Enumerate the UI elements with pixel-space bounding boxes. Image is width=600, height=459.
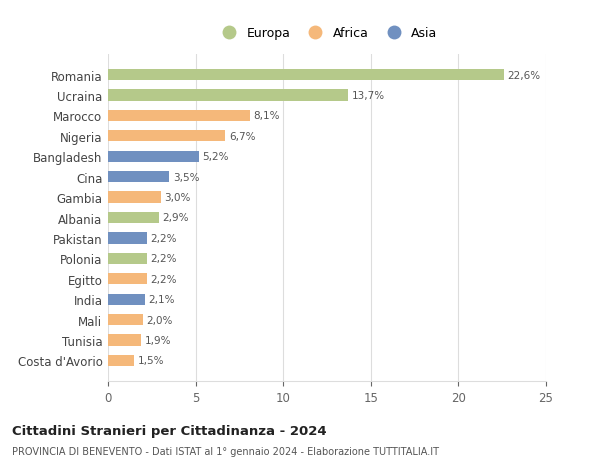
Bar <box>108 192 161 203</box>
Bar <box>108 111 250 122</box>
Bar <box>108 70 504 81</box>
Text: 3,5%: 3,5% <box>173 172 199 182</box>
Bar <box>108 294 145 305</box>
Bar <box>108 314 143 325</box>
Bar <box>108 274 146 285</box>
Bar <box>108 335 141 346</box>
Text: 2,9%: 2,9% <box>163 213 189 223</box>
Text: 2,0%: 2,0% <box>146 315 173 325</box>
Bar <box>108 151 199 162</box>
Text: 1,5%: 1,5% <box>138 356 164 365</box>
Text: 2,2%: 2,2% <box>150 254 176 264</box>
Bar <box>108 131 226 142</box>
Bar <box>108 355 134 366</box>
Bar <box>108 172 169 183</box>
Text: 2,2%: 2,2% <box>150 233 176 243</box>
Text: 1,9%: 1,9% <box>145 335 171 345</box>
Text: 8,1%: 8,1% <box>253 111 280 121</box>
Text: 3,0%: 3,0% <box>164 193 190 203</box>
Bar <box>108 253 146 264</box>
Text: 6,7%: 6,7% <box>229 132 256 141</box>
Bar <box>108 233 146 244</box>
Text: 13,7%: 13,7% <box>352 91 385 101</box>
Text: PROVINCIA DI BENEVENTO - Dati ISTAT al 1° gennaio 2024 - Elaborazione TUTTITALIA: PROVINCIA DI BENEVENTO - Dati ISTAT al 1… <box>12 446 439 456</box>
Text: 22,6%: 22,6% <box>508 71 541 80</box>
Text: 2,2%: 2,2% <box>150 274 176 284</box>
Text: 2,1%: 2,1% <box>148 295 175 304</box>
Bar <box>108 90 348 101</box>
Text: 5,2%: 5,2% <box>203 152 229 162</box>
Bar <box>108 213 159 224</box>
Text: Cittadini Stranieri per Cittadinanza - 2024: Cittadini Stranieri per Cittadinanza - 2… <box>12 425 326 437</box>
Legend: Europa, Africa, Asia: Europa, Africa, Asia <box>212 22 443 45</box>
